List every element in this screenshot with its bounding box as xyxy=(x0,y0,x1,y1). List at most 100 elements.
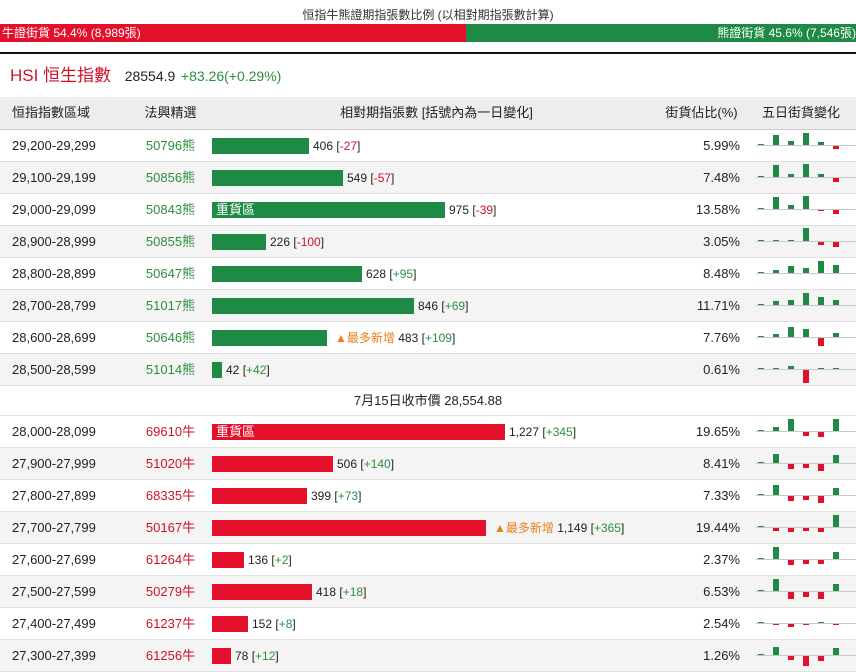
daily-change: -57 xyxy=(373,171,392,185)
product-code-link[interactable]: 50647熊 xyxy=(145,266,196,281)
contracts-qty: 846 xyxy=(418,299,439,313)
contracts-cell: 重貨區 975 [-39] xyxy=(210,194,663,225)
bull-ratio-segment: 牛證街貨 54.4% (8,989張) xyxy=(0,24,466,42)
contracts-value: 406 [-27] xyxy=(313,139,361,153)
table-row: 27,700-27,799 50167牛 ▲最多新增 1,149 [+365] 19.… xyxy=(0,512,856,544)
product-code-link[interactable]: 69610牛 xyxy=(145,424,196,439)
sparkline-baseline xyxy=(756,623,856,624)
share-cell: 6.53% xyxy=(703,584,740,599)
table-row: 27,800-27,899 68335牛 399 [+73] 7.33% xyxy=(0,480,856,512)
sparkline-bar xyxy=(833,265,839,273)
heavy-zone-label: 重貨區 xyxy=(216,202,256,217)
share-cell: 8.41% xyxy=(703,456,740,471)
header-five-day: 五日街貨變化 xyxy=(761,105,840,120)
product-code-link[interactable]: 51017熊 xyxy=(145,298,196,313)
product-code-link[interactable]: 51014熊 xyxy=(145,362,196,377)
five-day-sparkline xyxy=(746,480,856,511)
range-cell: 29,100-29,199 xyxy=(12,170,96,185)
product-code-link[interactable]: 50855熊 xyxy=(145,234,196,249)
range-cell: 28,800-28,899 xyxy=(12,266,96,281)
product-code-link[interactable]: 50279牛 xyxy=(145,584,196,599)
daily-change: +73 xyxy=(337,489,359,503)
sparkline-bar xyxy=(758,176,764,177)
header-pick: 法興精選 xyxy=(144,105,197,120)
contracts-bar xyxy=(212,234,266,250)
sparkline-bar xyxy=(818,142,824,145)
sparkline-bar xyxy=(818,464,824,471)
contracts-value: 1,227 [+345] xyxy=(509,425,577,439)
five-day-sparkline xyxy=(746,354,856,385)
sparkline-bar xyxy=(818,496,824,503)
contracts-value: ▲最多新增 483 [+109] xyxy=(335,331,456,345)
bull-bear-ratio-bar: 牛證街貨 54.4% (8,989張) 熊證街貨 45.6% (7,546張) xyxy=(0,24,856,42)
product-code-link[interactable]: 51020牛 xyxy=(145,456,196,471)
product-code-link[interactable]: 68335牛 xyxy=(145,488,196,503)
product-code-link[interactable]: 50167牛 xyxy=(145,520,196,535)
sparkline-bar xyxy=(773,485,779,495)
product-code-link[interactable]: 50843熊 xyxy=(145,202,196,217)
sparkline-bar xyxy=(788,419,794,431)
table-row: 27,300-27,399 61256牛 78 [+12] 1.26% xyxy=(0,640,856,672)
sparkline-bar xyxy=(818,528,824,532)
daily-change: +2 xyxy=(274,553,289,567)
sparkline-bar xyxy=(758,526,764,527)
sparkline-chart xyxy=(756,130,856,161)
contracts-value: 549 [-57] xyxy=(347,171,395,185)
header-range: 恒指指數區域 xyxy=(12,105,91,120)
sparkline-bar xyxy=(833,419,839,431)
daily-change: +69 xyxy=(444,299,466,313)
sparkline-chart xyxy=(756,322,856,353)
daily-change: +345 xyxy=(545,425,573,439)
sparkline-bar xyxy=(773,547,779,559)
sparkline-chart xyxy=(756,448,856,479)
table-row: 27,900-27,999 51020牛 506 [+140] 8.41% xyxy=(0,448,856,480)
sparkline-bar xyxy=(758,368,764,369)
product-code-link[interactable]: 50856熊 xyxy=(145,170,196,185)
contracts-qty: 78 xyxy=(235,649,249,663)
sparkline-bar xyxy=(818,368,824,369)
share-cell: 5.99% xyxy=(703,138,740,153)
product-code-link[interactable]: 50646熊 xyxy=(145,330,196,345)
five-day-sparkline xyxy=(746,416,856,447)
contracts-cell: 418 [+18] xyxy=(210,576,663,607)
sparkline-bar xyxy=(818,242,824,245)
product-code-link[interactable]: 50796熊 xyxy=(145,138,196,153)
bear-rows: 29,200-29,299 50796熊 406 [-27] 5.99% 29,100-… xyxy=(0,130,856,386)
share-cell: 0.61% xyxy=(703,362,740,377)
contracts-cell: 78 [+12] xyxy=(210,640,663,671)
header-share: 街貨佔比(%) xyxy=(665,105,738,120)
table-row: 27,600-27,699 61264牛 136 [+2] 2.37% xyxy=(0,544,856,576)
product-code-link[interactable]: 61264牛 xyxy=(145,552,196,567)
daily-change: +365 xyxy=(593,521,621,535)
product-code-link[interactable]: 61256牛 xyxy=(145,648,196,663)
index-name[interactable]: HSI 恒生指數 xyxy=(10,66,112,85)
sparkline-bar xyxy=(758,494,764,495)
daily-change: +109 xyxy=(424,331,452,345)
sparkline-bar xyxy=(818,210,824,211)
sparkline-bar xyxy=(833,648,839,655)
daily-change: -100 xyxy=(296,235,321,249)
five-day-sparkline xyxy=(746,290,856,321)
share-cell: 3.05% xyxy=(703,234,740,249)
sparkline-bar xyxy=(788,300,794,305)
share-cell: 7.48% xyxy=(703,170,740,185)
daily-change: -39 xyxy=(475,203,494,217)
sparkline-bar xyxy=(833,300,839,305)
range-cell: 27,700-27,799 xyxy=(12,520,96,535)
sparkline-bar xyxy=(788,528,794,532)
product-code-link[interactable]: 61237牛 xyxy=(145,616,196,631)
sparkline-bar xyxy=(773,368,779,369)
daily-change: +18 xyxy=(342,585,364,599)
table-row: 29,000-29,099 50843熊 重貨區 975 [-39] 13.58% xyxy=(0,194,856,226)
sparkline-bar xyxy=(788,240,794,241)
share-cell: 11.71% xyxy=(696,298,740,313)
contracts-qty: 152 xyxy=(252,617,273,631)
range-cell: 28,500-28,599 xyxy=(12,362,96,377)
contracts-cell: 399 [+73] xyxy=(210,480,663,511)
sparkline-bar xyxy=(773,240,779,241)
sparkline-bar xyxy=(803,656,809,666)
sparkline-bar xyxy=(758,304,764,305)
ratio-title: 恒指牛熊證期指張數比例 (以相對期指張數計算) xyxy=(302,8,554,22)
sparkline-bar xyxy=(788,141,794,145)
sparkline-bar xyxy=(833,584,839,591)
